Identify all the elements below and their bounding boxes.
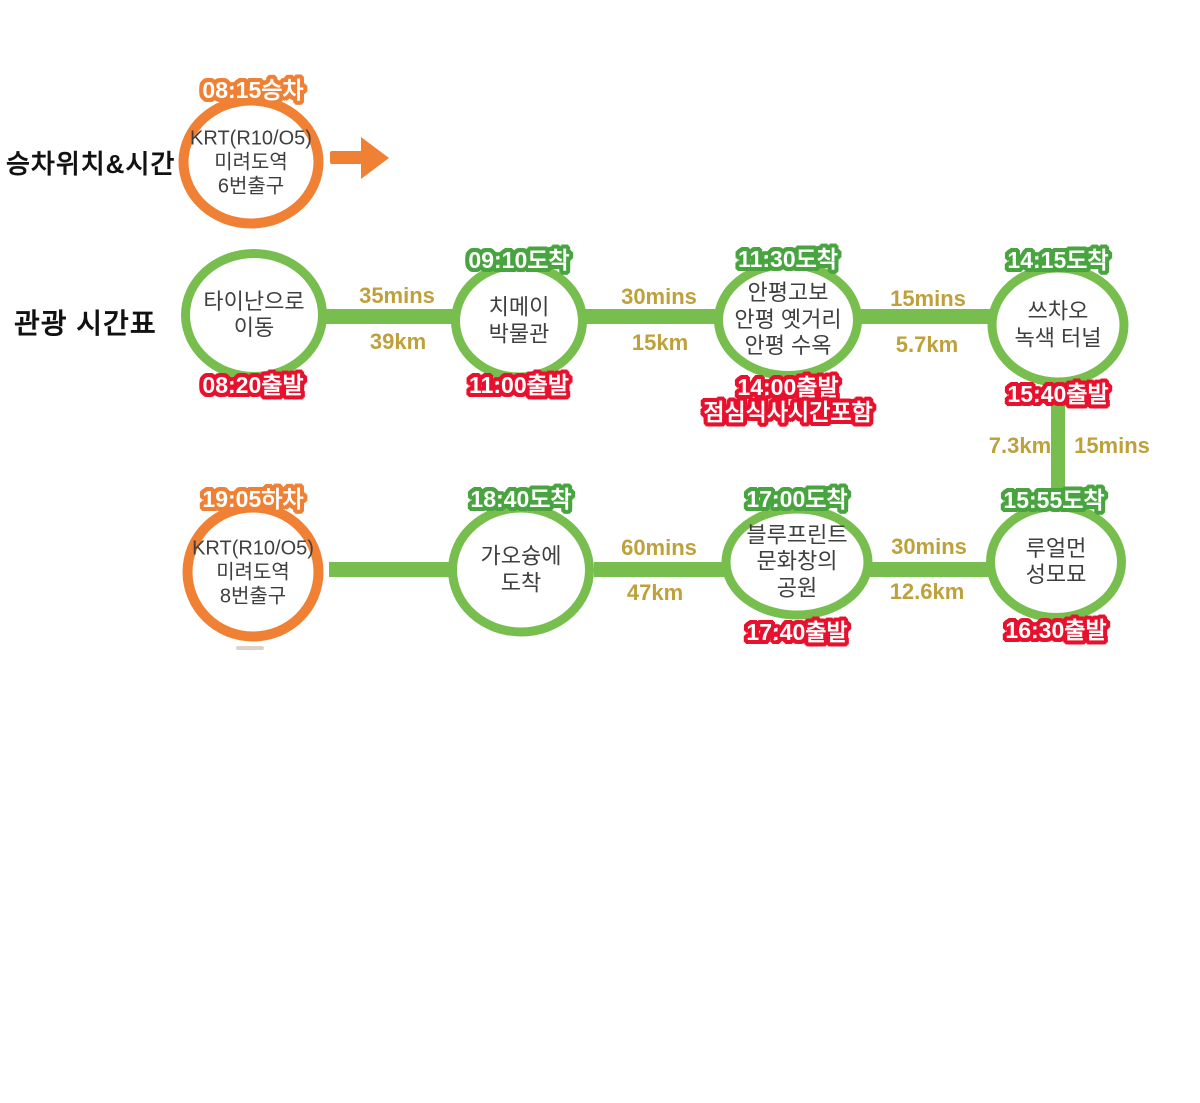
stop-label: 블루프린트 문화창의 공원 [746, 522, 847, 601]
stop-label-line: 문화창의 [756, 548, 838, 574]
stop-label-line: 미려도역 [214, 151, 288, 173]
leg-duration-label: 30mins [621, 284, 697, 309]
stop-label-line: 도착 [500, 570, 542, 595]
leg-duration-label: 35mins [359, 283, 435, 308]
leg-distance-label: 7.3km [988, 433, 1052, 458]
decorative-dash [236, 646, 264, 650]
leg-duration-label: 30mins [891, 534, 967, 559]
depart-time-badge: 08:20출발 [202, 372, 304, 398]
tour-timetable-heading: 관광 시간표 [14, 308, 157, 339]
stop-tainan-circle: 타이난으로 이동 [181, 249, 327, 381]
stop-label-line: 치메이 [488, 294, 550, 320]
stop-sicao-circle: 쓰차오 녹색 터널 [987, 263, 1129, 387]
stop-label-line: KRT(R10/O5) [190, 127, 312, 149]
depart-time-badge: 15:40출발 [1007, 381, 1109, 407]
stop-luermen-circle: 루얼먼 성모묘 [986, 502, 1126, 622]
route-connector-anping-sicao [850, 309, 1000, 324]
depart-time-badge: 16:30출발 [1005, 617, 1107, 643]
arrive-time-badge: 17:00도착 [746, 486, 848, 512]
stop-label-line: KRT(R10/O5) [192, 537, 314, 559]
stop-label: KRT(R10/O5) 미려도역 8번출구 [192, 536, 314, 608]
stop-label-line: 쓰차오 [1027, 298, 1089, 324]
stop-label-line: 박물관 [488, 321, 550, 346]
leg-duration-label: 60mins [621, 535, 697, 560]
leg-distance-label: 5.7km [895, 332, 959, 357]
lunch-note-badge: 점심식사시간포함 [703, 399, 873, 425]
stop-label-line: 6번출구 [217, 175, 285, 197]
stop-label: 쓰차오 녹색 터널 [1014, 299, 1101, 352]
route-connector-chimei-anping [580, 309, 725, 324]
boarding-section-heading: 승차위치&시간 [6, 149, 176, 179]
stop-label: 루얼먼 성모묘 [1026, 536, 1087, 589]
stop-label-line: 루얼먼 [1025, 535, 1087, 561]
depart-time-badge: 11:00출발 [469, 372, 569, 398]
stop-label-line: 이동 [233, 315, 275, 340]
stop-label-line: 블루프린트 [746, 522, 848, 548]
arrive-time-badge: 15:55도착 [1003, 487, 1105, 513]
stop-label: KRT(R10/O5) 미려도역 6번출구 [190, 126, 312, 198]
stop-kaohsiung-circle: 가오슝에 도착 [448, 503, 594, 637]
depart-time-badge: 17:40출발 [746, 619, 848, 645]
stop-krt-boarding-circle: KRT(R10/O5) 미려도역 6번출구 [178, 95, 324, 229]
stop-label-line: 성모묘 [1025, 562, 1087, 587]
route-connector-kaohsiung-krt [329, 562, 459, 577]
stop-label: 가오슝에 도착 [481, 544, 562, 597]
stop-label-line: 미려도역 [216, 561, 290, 583]
depart-time-badge: 14:00출발 [737, 374, 839, 400]
stop-label-line: 가오슝에 [480, 543, 562, 569]
right-arrow-icon [361, 137, 389, 179]
stop-krt-alight-circle: KRT(R10/O5) 미려도역 8번출구 [182, 502, 324, 642]
stop-anping-circle: 안평고보 안평 옛거리 안평 수옥 [714, 260, 862, 380]
stop-label-line: 안평고보 [747, 280, 829, 306]
leg-duration-label: 15mins [1074, 433, 1150, 458]
arrive-time-badge: 14:15도착 [1007, 247, 1109, 273]
arrive-time-badge: 11:30도착 [738, 246, 838, 272]
stop-label: 치메이 박물관 [489, 295, 550, 348]
boarding-time-badge: 08:15승차 [202, 77, 304, 103]
stop-label: 안평고보 안평 옛거리 안평 수옥 [734, 280, 841, 359]
stop-label-line: 녹색 터널 [1014, 325, 1102, 350]
route-connector-tainan-chimei [315, 309, 463, 324]
stop-blueprint-circle: 블루프린트 문화창의 공원 [721, 504, 873, 620]
route-connector-blueprint-kaohsiung [594, 562, 732, 577]
arrive-time-badge: 09:10도착 [468, 247, 570, 273]
stop-label-line: 안평 옛거리 [734, 306, 842, 332]
alight-time-badge: 19:05하차 [202, 486, 304, 512]
route-connector-luermen-blueprint [862, 562, 997, 577]
leg-distance-label: 39km [369, 329, 427, 354]
stop-label-line: 타이난으로 [203, 288, 305, 314]
stop-label-line: 8번출구 [219, 585, 287, 607]
right-arrow-icon [330, 151, 367, 164]
leg-distance-label: 15km [631, 330, 689, 355]
stop-label-line: 공원 [776, 575, 818, 601]
arrive-time-badge: 18:40도착 [470, 486, 572, 512]
stop-chimei-circle: 치메이 박물관 [451, 260, 587, 382]
stop-label: 타이난으로 이동 [203, 289, 304, 342]
route-connector-sicao-luermen [1051, 398, 1065, 492]
leg-distance-label: 47km [626, 580, 684, 605]
leg-duration-label: 15mins [890, 286, 966, 311]
leg-distance-label: 12.6km [889, 579, 965, 604]
stop-label-line: 안평 수옥 [744, 333, 832, 359]
